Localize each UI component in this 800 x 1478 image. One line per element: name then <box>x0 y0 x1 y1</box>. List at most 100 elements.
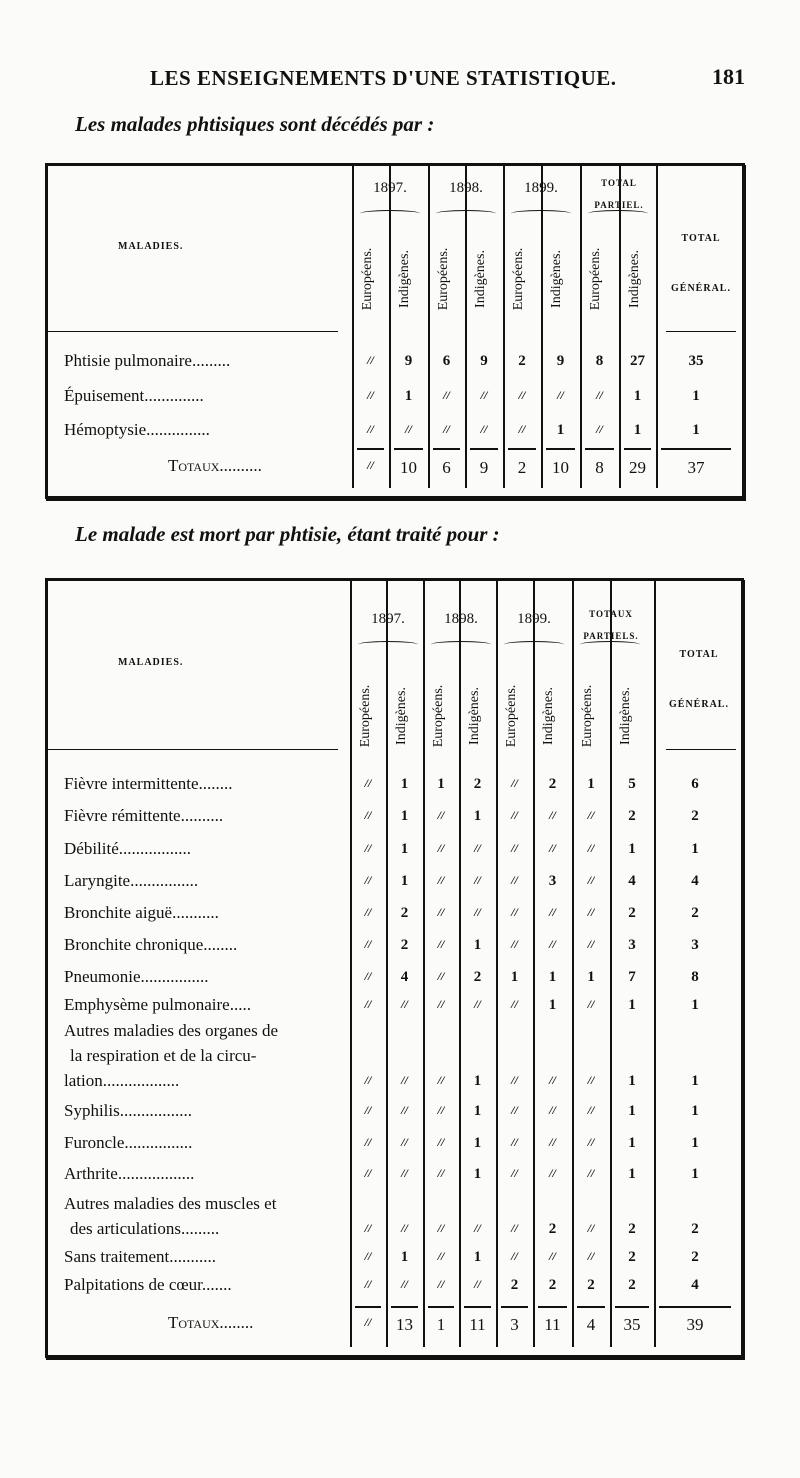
table-cell: // <box>364 1135 372 1149</box>
table-cell: // <box>401 1166 408 1180</box>
row-label: Palpitations de cœur....... <box>64 1275 232 1294</box>
stub-header: MALADIES. <box>118 240 184 252</box>
table-cell: // <box>596 422 603 436</box>
table-cell: // <box>364 1277 372 1291</box>
column-divider <box>572 581 574 1347</box>
table-cell: // <box>596 388 603 402</box>
table-cell: 1 <box>691 1166 699 1182</box>
table-cell: 1 <box>400 841 409 857</box>
subcolumn-header: Européens. <box>358 684 373 748</box>
table-cell: 4 <box>400 969 409 985</box>
table-cell: // <box>511 841 518 855</box>
table-cell: // <box>518 422 526 436</box>
row-label: Bronchite chronique........ <box>64 935 238 954</box>
table-cell: 2 <box>587 1277 595 1293</box>
row-label: Autres maladies des organes de <box>64 1021 279 1040</box>
row-label: des articulations......... <box>70 1219 220 1238</box>
subcolumn-header: Indigènes. <box>394 687 409 745</box>
column-divider <box>503 166 505 488</box>
totals-label: Totaux........ <box>168 1313 254 1332</box>
table-2: MALADIES. 1897. Européens. Indigènes. 1898. E… <box>45 578 744 1358</box>
row-label: Fièvre rémittente.......... <box>64 806 224 825</box>
totals-rule <box>357 448 384 450</box>
totals-cell: 39 <box>686 1315 704 1334</box>
table-cell: // <box>511 1135 518 1149</box>
totals-rule <box>433 448 460 450</box>
table-cell: 2 <box>518 353 526 369</box>
table-cell: 2 <box>628 905 636 921</box>
table-cell: 1 <box>437 776 445 792</box>
column-divider <box>541 166 543 488</box>
subcolumn-header: Indigènes. <box>618 687 633 745</box>
table-cell: 9 <box>556 353 565 369</box>
table-cell: 2 <box>628 1277 636 1293</box>
table-cell: // <box>401 1073 408 1087</box>
table-cell: // <box>549 841 556 855</box>
totals-rule <box>577 1306 605 1308</box>
row-label: Arthrite.................. <box>64 1164 195 1183</box>
group-brace <box>358 641 418 648</box>
table-cell: // <box>587 1135 595 1149</box>
table-cell: 2 <box>400 937 409 953</box>
table-cell: 6 <box>691 776 699 792</box>
totals-cell: 8 <box>595 458 604 477</box>
table-cell: 1 <box>633 388 642 404</box>
subcolumn-header: Indigènes. <box>467 687 482 745</box>
table-cell: // <box>364 873 372 887</box>
header-rule <box>48 331 338 332</box>
table-cell: // <box>367 422 374 436</box>
table-cell: 2 <box>473 969 482 985</box>
table-cell: 1 <box>400 1249 409 1265</box>
table-cell: 2 <box>473 776 482 792</box>
table-cell: 1 <box>587 969 595 985</box>
totals-rule <box>464 1306 491 1308</box>
table-cell: 2 <box>628 808 636 824</box>
row-label: Sans traitement........... <box>64 1247 217 1266</box>
row-label: Épuisement.............. <box>64 386 204 405</box>
subcolumn-header: Européens. <box>504 684 519 748</box>
table-cell: // <box>437 905 445 919</box>
table-cell: // <box>474 1277 481 1291</box>
table-cell: // <box>401 1277 408 1291</box>
subcolumn-header: Indigènes. <box>397 250 412 308</box>
group-brace <box>580 641 640 648</box>
table-cell: // <box>587 937 595 951</box>
table-cell: // <box>587 1166 595 1180</box>
group-header: 1897. <box>371 611 405 627</box>
table-cell: 2 <box>628 1221 636 1237</box>
table-cell: // <box>511 776 518 790</box>
table-cell: // <box>480 388 488 402</box>
table-cell: // <box>437 1249 445 1263</box>
table-cell: // <box>367 388 374 402</box>
table-cell: // <box>480 422 488 436</box>
totals-rule <box>538 1306 567 1308</box>
running-title: LES ENSEIGNEMENTS D'UNE STATISTIQUE. <box>150 66 617 90</box>
table-cell: // <box>364 905 372 919</box>
subcolumn-header: Européens. <box>360 247 375 311</box>
table-cell: // <box>364 808 372 822</box>
totals-rule <box>355 1306 381 1308</box>
table-cell: // <box>364 1249 372 1263</box>
table-cell: // <box>437 1277 445 1291</box>
row-label: Emphysème pulmonaire..... <box>64 995 251 1014</box>
row-label: Hémoptysie............... <box>64 420 210 439</box>
column-divider <box>428 166 430 488</box>
column-divider <box>610 581 612 1347</box>
table-cell: 1 <box>628 1135 636 1151</box>
totals-cell: // <box>367 458 374 472</box>
group-brace <box>360 210 420 217</box>
table-cell: 1 <box>691 841 699 857</box>
totals-label: Totaux.......... <box>168 456 262 475</box>
table-cell: // <box>557 388 564 402</box>
table-cell: // <box>511 1166 518 1180</box>
table-cell: // <box>511 997 518 1011</box>
table-cell: // <box>437 1166 445 1180</box>
table-cell: // <box>587 873 595 887</box>
table-cell: // <box>587 808 595 822</box>
subcolumn-header: Européens. <box>580 684 595 748</box>
table-cell: // <box>549 808 556 822</box>
group-brace <box>431 641 491 648</box>
table-cell: 3 <box>691 937 699 953</box>
column-divider <box>389 166 391 488</box>
